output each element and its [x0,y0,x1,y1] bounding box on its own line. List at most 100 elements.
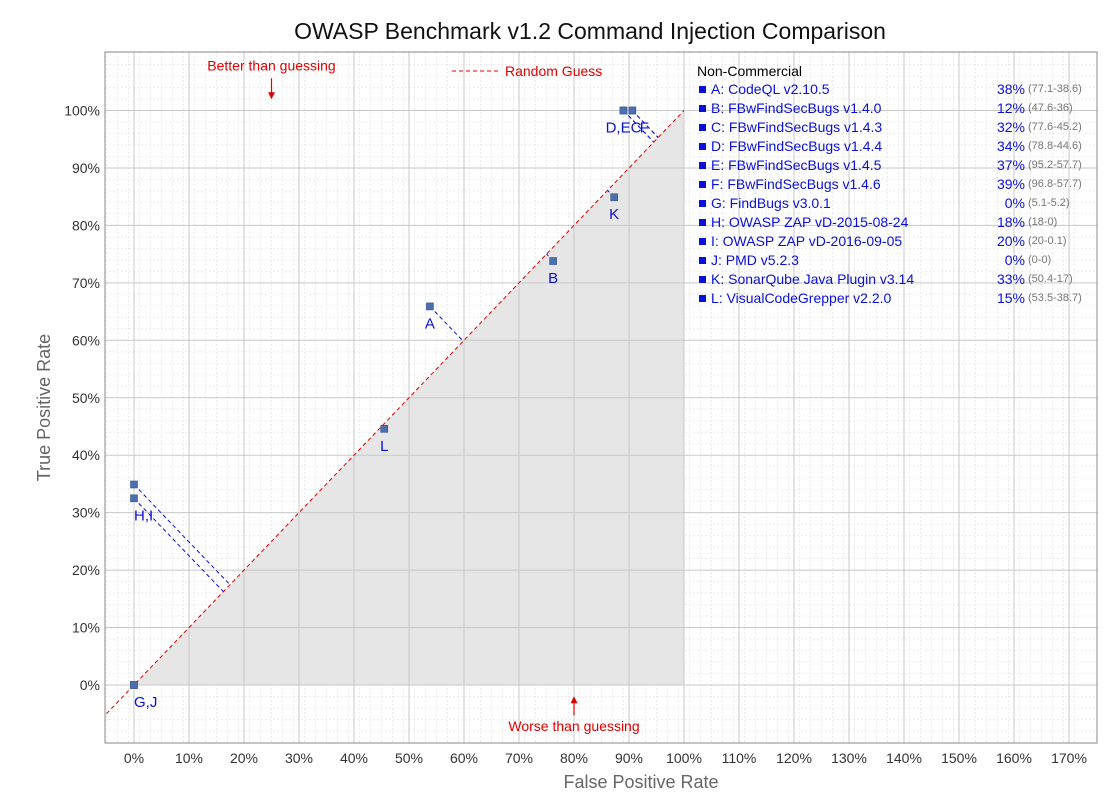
x-tick-label: 130% [831,750,867,766]
legend-item: B: FBwFindSecBugs v1.4.0 12% (47.6-36) [697,99,1097,118]
legend-item-range: (20-0.1) [1028,235,1067,247]
legend-item: L: VisualCodeGrepper v2.2.0 15% (53.5-38.7… [697,289,1097,308]
y-tick-label: 90% [72,160,100,176]
legend-marker-icon [699,180,706,188]
legend-item-label: J: PMD v5.2.3 [711,252,799,268]
legend-item: D: FBwFindSecBugs v1.4.4 34% (78.8-44.6) [697,137,1097,156]
legend-item: G: FindBugs v3.0.1 0% (5.1-5.2) [697,194,1097,213]
legend-marker-icon [699,123,706,131]
data-point-A [426,302,434,311]
point-label: A [425,315,435,332]
data-point-H [130,494,138,503]
legend-item-score: 12% [996,100,1025,116]
legend-item-label: K: SonarQube Java Plugin v3.14 [711,271,915,287]
data-point-J [130,681,138,689]
data-point-K [610,193,618,202]
legend-marker-icon [699,218,706,226]
projection-line-F [631,110,659,138]
legend-item-score: 38% [996,81,1025,97]
y-tick-label: 70% [72,275,100,291]
x-tick-label: 70% [505,750,533,766]
legend-item-range: (47.6-36) [1028,102,1073,114]
legend-item-label: D: FBwFindSecBugs v1.4.4 [711,138,883,154]
legend-rows: A: CodeQL v2.10.5 38% (77.1-38.6) B: FBwFin… [697,80,1097,308]
x-tick-label: 80% [560,750,588,766]
legend-item-label: I: OWASP ZAP vD-2016-09-05 [711,233,903,249]
legend-item-score: 18% [996,214,1025,230]
legend-item-label: C: FBwFindSecBugs v1.4.3 [711,119,883,135]
legend-item-range: (18-0) [1028,216,1058,228]
x-tick-label: 50% [395,750,423,766]
y-tick-label: 60% [72,332,100,348]
legend-item-range: (77.6-45.2) [1028,121,1082,133]
y-tick-label: 80% [72,217,100,233]
data-point-I [130,480,138,489]
point-label: H,I [134,507,153,524]
y-tick-label: 50% [72,390,100,406]
legend-item-score: 0% [1004,195,1025,211]
legend-item-range: (50.4-17) [1028,273,1073,285]
chart-title: OWASP Benchmark v1.2 Command Injection C… [294,18,886,44]
legend-marker-icon [699,104,706,112]
plot-frame [104,51,1098,744]
x-tick-label: 10% [175,750,203,766]
legend-marker-icon [699,142,706,150]
legend-item-range: (95.2-57.7) [1028,159,1082,171]
legend-item-range: (77.1-38.6) [1028,83,1082,95]
legend-item-range: (0-0) [1028,254,1052,266]
x-tick-label: 20% [230,750,258,766]
legend-item-label: A: CodeQL v2.10.5 [711,81,830,97]
x-tick-label: 150% [941,750,977,766]
x-axis-label: False Positive Rate [563,772,718,792]
projection-line-A [429,306,464,342]
x-tick-label: 0% [124,750,144,766]
legend-item-score: 15% [996,290,1025,306]
legend-marker-icon [699,294,706,302]
projection-line-H [133,497,224,592]
data-point-B [549,257,557,265]
legend-item: I: OWASP ZAP vD-2016-09-05 20% (20-0.1) [697,232,1097,251]
legend-marker-icon [699,237,706,245]
legend-item-label: F: FBwFindSecBugs v1.4.6 [711,176,881,192]
legend-item-score: 34% [996,138,1025,154]
y-tick-label: 30% [72,505,100,521]
legend-item-score: 39% [996,176,1025,192]
y-tick-label: 20% [72,562,100,578]
annotation-arrow-head [268,92,275,100]
x-tick-label: 110% [722,750,757,766]
legend-item-range: (78.8-44.6) [1028,140,1082,152]
annotation-worse: Worse than guessing [508,718,639,734]
x-tick-label: 40% [340,750,368,766]
random-guess-line [106,110,685,715]
legend-marker-icon [699,85,706,93]
legend-item-score: 20% [996,233,1025,249]
point-label: G,J [134,694,157,711]
legend-item-label: G: FindBugs v3.0.1 [711,195,831,211]
legend-header: Non-Commercial [697,63,803,79]
legend-item-score: 0% [1004,252,1025,268]
legend-item-label: L: VisualCodeGrepper v2.2.0 [711,290,892,306]
annotation-arrow-head [570,696,578,704]
legend-item-label: B: FBwFindSecBugs v1.4.0 [711,100,882,116]
legend: Non-Commercial A: CodeQL v2.10.5 38% (77.1… [697,62,1097,308]
legend-item: H: OWASP ZAP vD-2015-08-24 18% (18-0) [697,213,1097,232]
x-tick-label: 160% [996,750,1032,766]
legend-item-score: 32% [996,119,1025,135]
y-tick-label: 10% [72,620,100,636]
data-point-F [628,106,637,115]
y-tick-label: 100% [64,103,100,119]
x-tick-label: 140% [886,750,922,766]
legend-item: F: FBwFindSecBugs v1.4.6 39% (96.8-57.7) [697,175,1097,194]
legend-item-range: (5.1-5.2) [1028,197,1070,209]
x-tick-label: 60% [450,750,478,766]
y-tick-label: 0% [80,677,100,693]
legend-item-label: H: OWASP ZAP vD-2015-08-24 [711,214,909,230]
legend-item: J: PMD v5.2.3 0% (0-0) [697,251,1097,270]
projection-lines [133,110,659,592]
legend-item-score: 37% [996,157,1025,173]
point-label: D,EC [606,120,642,137]
y-axis-label: True Positive Rate [34,334,54,481]
data-point-L [380,424,389,433]
legend-item-label: E: FBwFindSecBugs v1.4.5 [711,157,882,173]
